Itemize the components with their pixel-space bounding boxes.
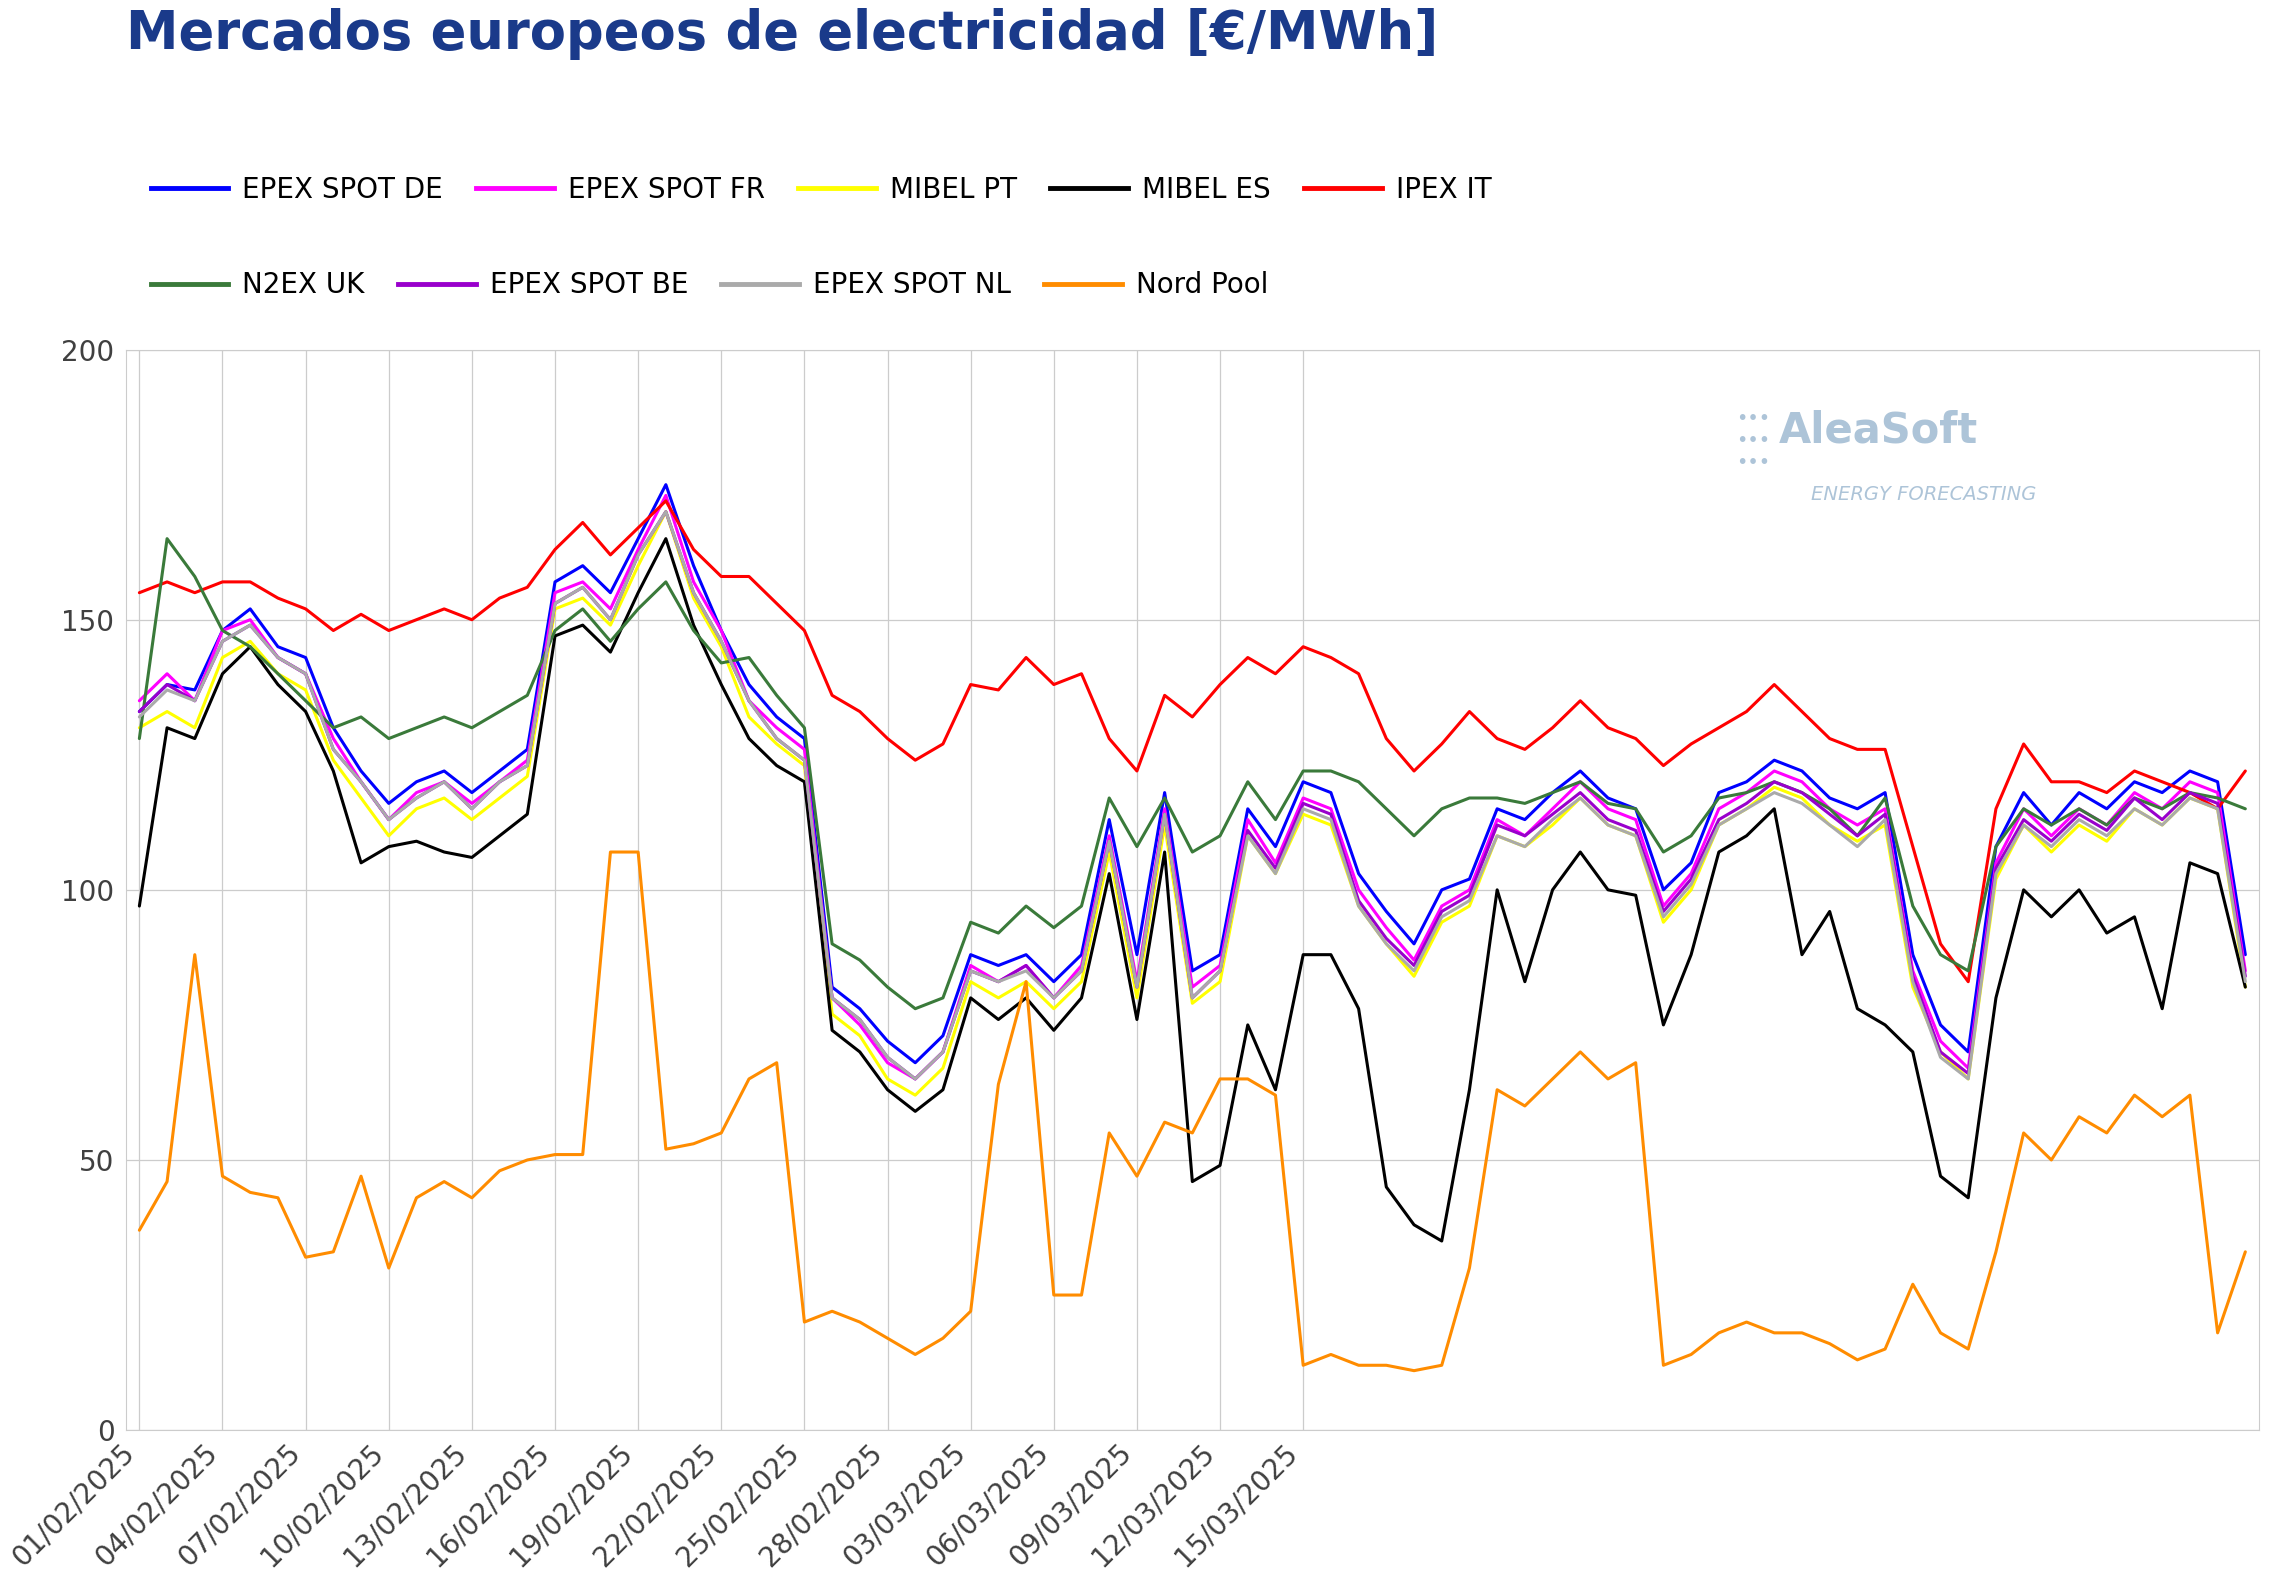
Text: Mercados europeos de electricidad [€/MWh]: Mercados europeos de electricidad [€/MWh… [126, 8, 1438, 60]
Text: AleaSoft: AleaSoft [1780, 408, 1978, 451]
Legend: N2EX UK, EPEX SPOT BE, EPEX SPOT NL, Nord Pool: N2EX UK, EPEX SPOT BE, EPEX SPOT NL, Nor… [139, 261, 1280, 310]
Text: •••
•••
•••: ••• ••• ••• [1737, 408, 1771, 472]
Text: ENERGY FORECASTING: ENERGY FORECASTING [1812, 485, 2036, 504]
Legend: EPEX SPOT DE, EPEX SPOT FR, MIBEL PT, MIBEL ES, IPEX IT: EPEX SPOT DE, EPEX SPOT FR, MIBEL PT, MI… [139, 165, 1502, 215]
